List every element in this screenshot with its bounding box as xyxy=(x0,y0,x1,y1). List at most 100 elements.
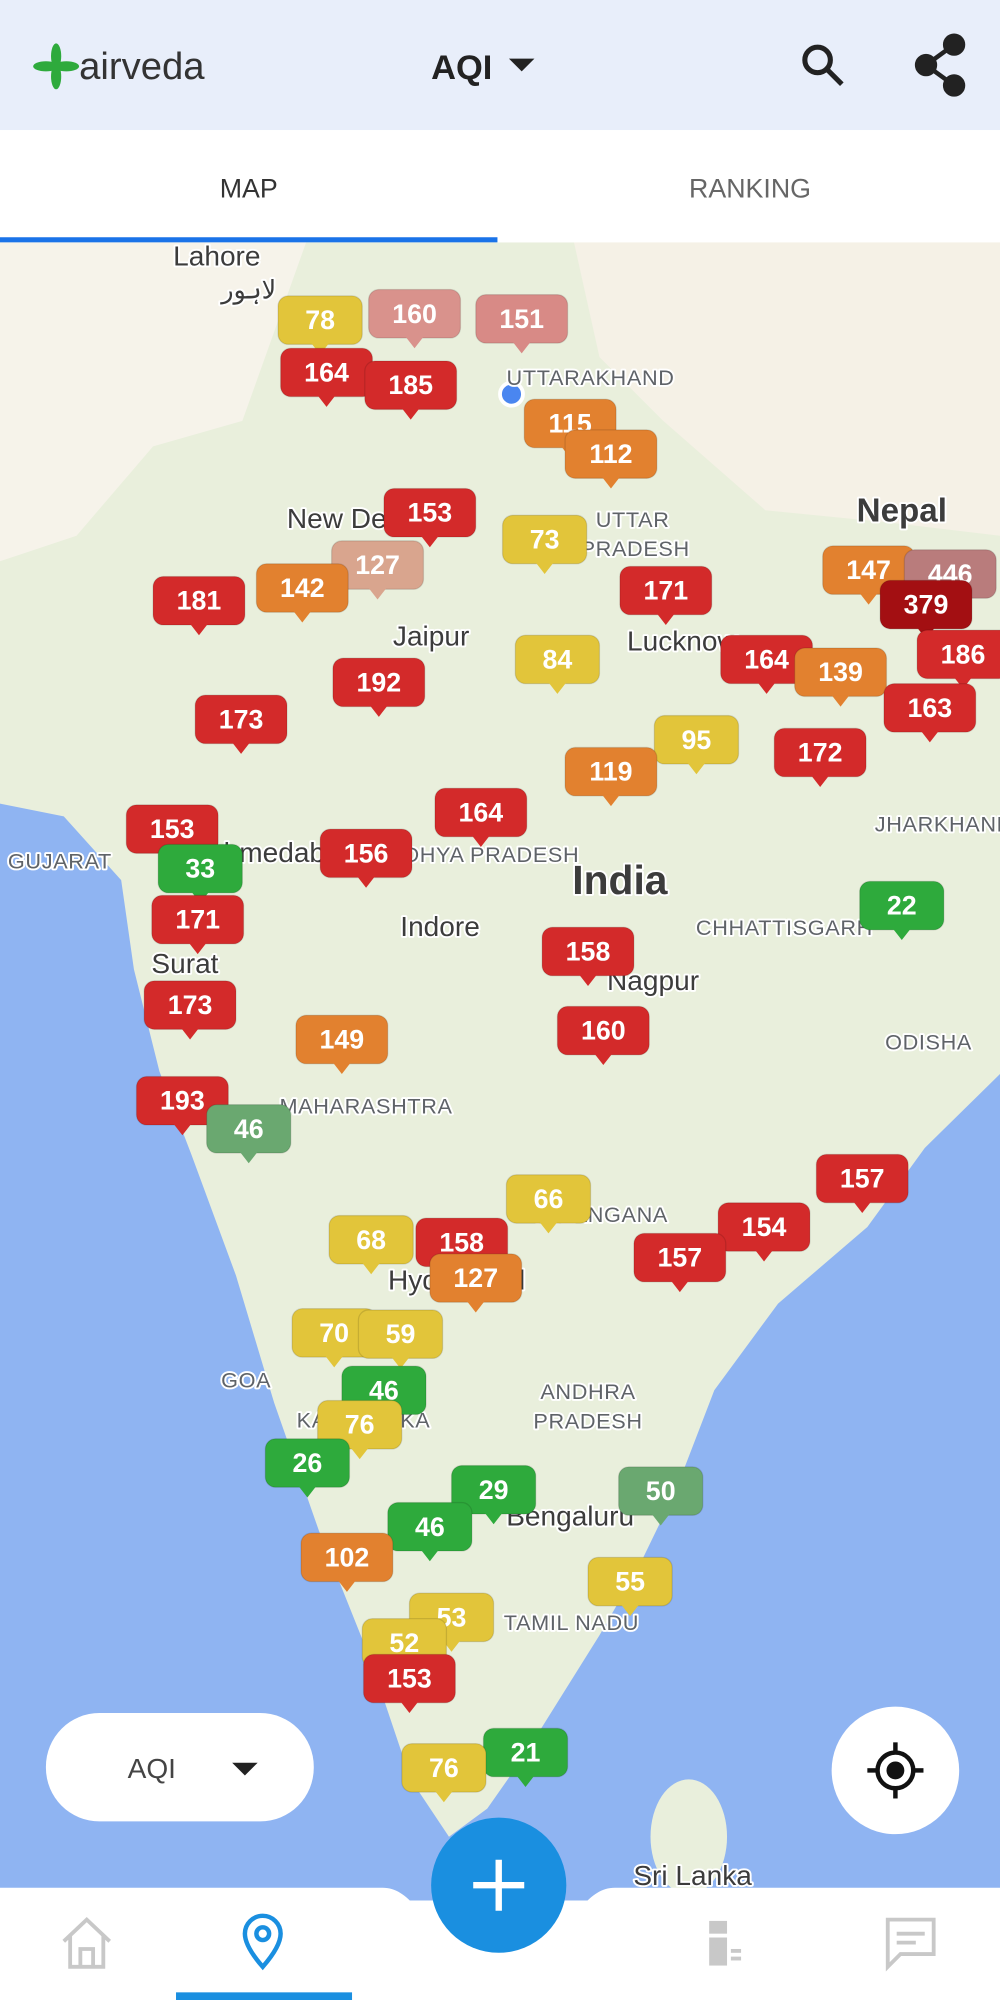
aqi-marker-pointer[interactable] xyxy=(539,1221,558,1234)
aqi-marker-value[interactable]: 149 xyxy=(320,1025,365,1055)
aqi-marker[interactable]: 46 xyxy=(387,1501,473,1562)
aqi-marker-value[interactable]: 164 xyxy=(459,798,504,828)
aqi-marker-pointer[interactable] xyxy=(434,1790,453,1803)
aqi-marker-pointer[interactable] xyxy=(859,593,878,605)
aqi-marker[interactable]: 142 xyxy=(255,563,349,623)
aqi-marker[interactable]: 55 xyxy=(587,1556,673,1617)
aqi-marker-pointer[interactable] xyxy=(471,835,490,847)
aqi-marker-pointer[interactable] xyxy=(181,1028,199,1040)
aqi-marker[interactable]: 154 xyxy=(717,1202,811,1262)
aqi-marker-value[interactable]: 112 xyxy=(589,439,632,469)
aqi-marker-value[interactable]: 160 xyxy=(392,299,437,329)
aqi-marker-value[interactable]: 21 xyxy=(511,1738,541,1768)
aqi-marker[interactable]: 102 xyxy=(300,1532,394,1592)
aqi-marker[interactable]: 46 xyxy=(205,1103,292,1164)
pollutant-pill-label[interactable]: AQI xyxy=(128,1753,176,1784)
aqi-marker-value[interactable]: 68 xyxy=(356,1225,386,1255)
aqi-marker-pointer[interactable] xyxy=(621,1604,640,1617)
aqi-marker[interactable]: 157 xyxy=(815,1153,909,1214)
aqi-marker-value[interactable]: 160 xyxy=(581,1016,626,1046)
aqi-marker-value[interactable]: 171 xyxy=(643,576,688,606)
aqi-marker[interactable]: 160 xyxy=(367,288,462,349)
aqi-marker[interactable]: 50 xyxy=(617,1466,704,1526)
aqi-marker[interactable]: 181 xyxy=(152,575,246,636)
aqi-marker[interactable]: 139 xyxy=(794,647,888,707)
aqi-marker[interactable]: 119 xyxy=(564,746,658,807)
aqi-marker-pointer[interactable] xyxy=(190,623,208,636)
aqi-marker[interactable]: 173 xyxy=(143,980,237,1040)
aqi-marker-pointer[interactable] xyxy=(516,1775,535,1787)
aqi-marker[interactable]: 59 xyxy=(357,1309,444,1369)
aqi-marker-pointer[interactable] xyxy=(420,535,439,548)
aqi-marker-value[interactable]: 153 xyxy=(387,1664,432,1694)
aqi-marker[interactable]: 78 xyxy=(277,295,363,355)
pollutant-pill[interactable] xyxy=(45,1713,314,1822)
aqi-marker-value[interactable]: 78 xyxy=(305,305,335,335)
share-icon[interactable] xyxy=(914,33,966,97)
aqi-marker-value[interactable]: 164 xyxy=(304,357,349,387)
aqi-marker-value[interactable]: 142 xyxy=(280,573,325,603)
aqi-marker-pointer[interactable] xyxy=(350,1447,369,1460)
aqi-marker-value[interactable]: 157 xyxy=(840,1164,885,1194)
aqi-marker-value[interactable]: 163 xyxy=(908,693,953,723)
aqi-marker-pointer[interactable] xyxy=(298,1485,317,1498)
aqi-marker-value[interactable]: 76 xyxy=(345,1410,375,1440)
aqi-marker-pointer[interactable] xyxy=(391,1357,410,1369)
aqi-marker-pointer[interactable] xyxy=(579,974,597,986)
aqi-marker-value[interactable]: 46 xyxy=(415,1512,445,1542)
aqi-marker-value[interactable]: 70 xyxy=(319,1318,349,1348)
aqi-marker[interactable]: 26 xyxy=(264,1438,351,1498)
aqi-marker-pointer[interactable] xyxy=(853,1201,872,1214)
aqi-marker-value[interactable]: 157 xyxy=(658,1243,703,1273)
aqi-marker[interactable]: 193 xyxy=(135,1075,229,1136)
aqi-marker[interactable]: 76 xyxy=(401,1742,487,1803)
aqi-marker-value[interactable]: 153 xyxy=(408,498,453,528)
aqi-marker[interactable]: 173 xyxy=(194,694,288,754)
map-nav-icon[interactable] xyxy=(242,1913,283,1971)
aqi-marker-value[interactable]: 33 xyxy=(185,854,215,884)
aqi-marker-value[interactable]: 154 xyxy=(742,1212,787,1242)
aqi-marker[interactable]: 171 xyxy=(619,565,713,625)
aqi-marker-value[interactable]: 156 xyxy=(344,838,389,868)
aqi-marker-pointer[interactable] xyxy=(651,1514,670,1526)
aqi-marker-value[interactable]: 139 xyxy=(818,657,863,687)
aqi-marker[interactable]: 68 xyxy=(328,1214,414,1275)
aqi-marker-value[interactable]: 127 xyxy=(355,550,400,580)
aqi-marker-value[interactable]: 52 xyxy=(389,1628,419,1658)
aqi-marker-value[interactable]: 153 xyxy=(150,814,195,844)
aqi-marker[interactable]: 163 xyxy=(883,683,977,743)
aqi-marker-value[interactable]: 379 xyxy=(904,590,949,620)
aqi-marker-pointer[interactable] xyxy=(293,610,312,623)
aqi-marker[interactable]: 127 xyxy=(429,1253,523,1313)
aqi-marker-pointer[interactable] xyxy=(442,1640,461,1652)
aqi-marker-pointer[interactable] xyxy=(535,562,554,574)
aqi-marker-value[interactable]: 29 xyxy=(479,1475,509,1505)
aqi-marker[interactable]: 151 xyxy=(475,294,569,354)
aqi-marker-value[interactable]: 185 xyxy=(388,370,433,400)
aqi-marker-pointer[interactable] xyxy=(332,1062,351,1074)
aqi-marker-pointer[interactable] xyxy=(420,1549,439,1562)
aqi-marker-value[interactable]: 59 xyxy=(386,1319,416,1349)
aqi-marker[interactable]: 127 xyxy=(330,540,425,600)
aqi-marker-value[interactable]: 22 xyxy=(887,891,917,921)
aqi-marker-pointer[interactable] xyxy=(656,613,675,625)
aqi-marker[interactable]: 156 xyxy=(319,828,413,888)
add-icon[interactable] xyxy=(473,1859,525,1911)
aqi-marker[interactable]: 164 xyxy=(434,787,528,847)
aqi-marker-pointer[interactable] xyxy=(594,1053,613,1066)
home-icon[interactable] xyxy=(62,1917,112,1969)
aqi-marker[interactable]: 29 xyxy=(450,1464,537,1525)
aqi-marker-value[interactable]: 171 xyxy=(175,905,220,935)
aqi-marker-pointer[interactable] xyxy=(338,1580,356,1592)
aqi-marker-pointer[interactable] xyxy=(954,677,972,689)
aqi-marker[interactable]: 33 xyxy=(157,843,243,904)
pollutant-selector[interactable]: AQI xyxy=(431,49,492,87)
aqi-marker[interactable]: 76 xyxy=(316,1399,403,1460)
aqi-marker-value[interactable]: 73 xyxy=(530,525,560,555)
aqi-marker-value[interactable]: 127 xyxy=(453,1263,498,1293)
aqi-marker[interactable]: 149 xyxy=(295,1014,389,1074)
aqi-marker-pointer[interactable] xyxy=(325,1355,344,1368)
aqi-marker-pointer[interactable] xyxy=(173,1123,192,1136)
aqi-marker-value[interactable]: 192 xyxy=(356,667,401,697)
aqi-marker[interactable]: 158 xyxy=(541,926,635,986)
